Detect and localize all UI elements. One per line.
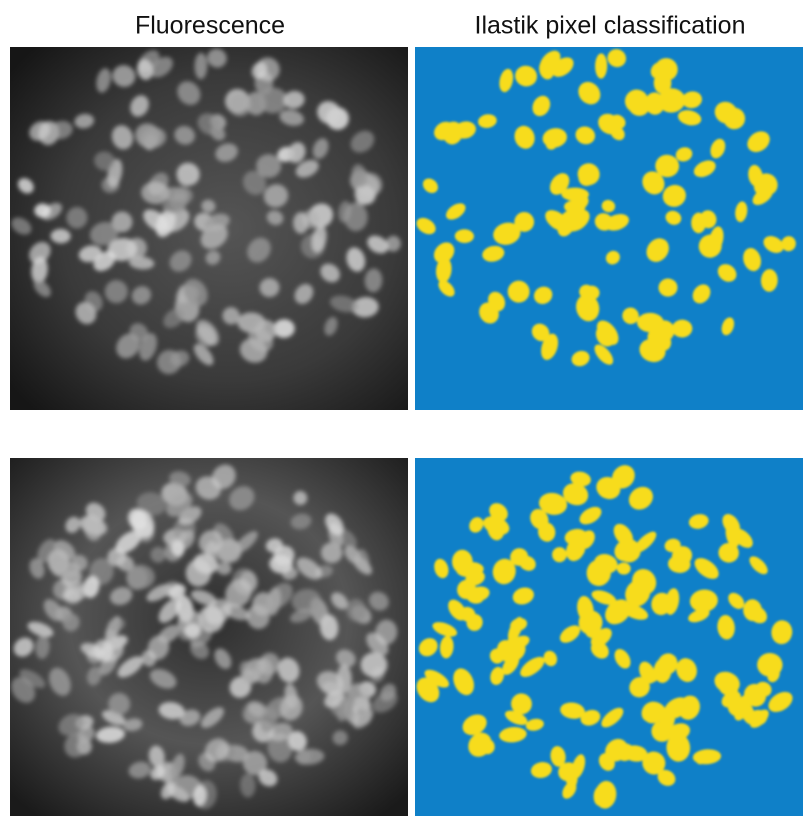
column-title: Ilastik pixel classification bbox=[475, 12, 746, 40]
figure: Fluorescence Ilastik pixel classificatio… bbox=[0, 0, 803, 816]
page: {"columns": ["Fluorescence", "Ilastik pi… bbox=[0, 0, 803, 816]
nucleus bbox=[34, 203, 50, 217]
column-title: Fluorescence bbox=[135, 12, 285, 40]
segmented-nucleus bbox=[691, 213, 706, 234]
nucleus bbox=[293, 212, 309, 234]
